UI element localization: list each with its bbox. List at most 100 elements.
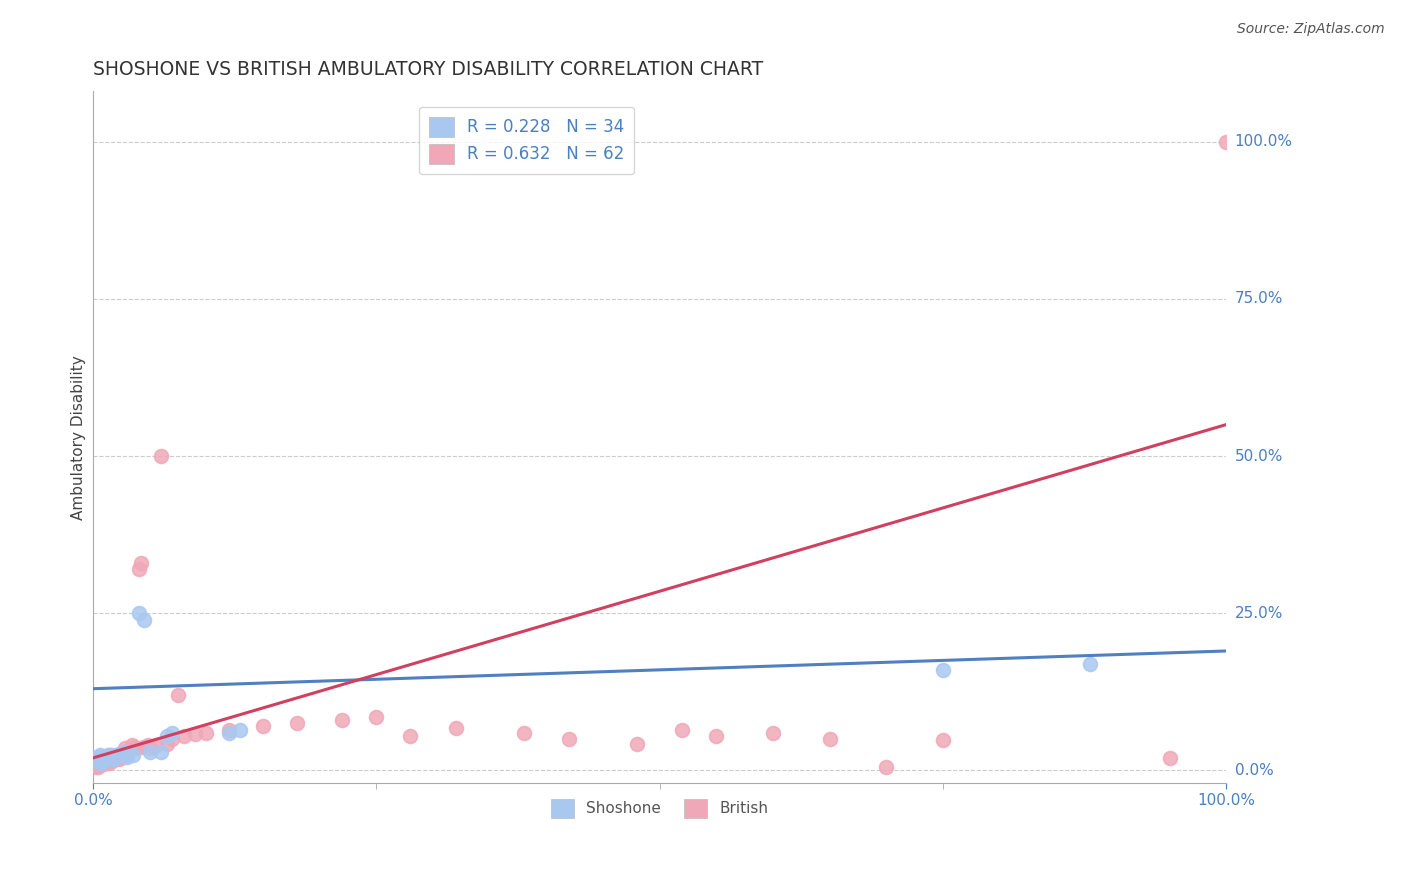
Point <box>86 754 108 768</box>
Point <box>104 749 127 764</box>
Text: 50.0%: 50.0% <box>1234 449 1282 464</box>
Point <box>167 688 190 702</box>
Point <box>162 731 184 746</box>
Point <box>1215 135 1237 149</box>
Point <box>114 741 136 756</box>
Point <box>150 745 173 759</box>
Point <box>93 757 115 772</box>
Point <box>110 746 132 760</box>
Point <box>87 757 110 772</box>
Point <box>671 723 693 737</box>
Point <box>558 731 581 746</box>
Point <box>129 556 152 570</box>
Point <box>98 747 121 762</box>
Point <box>111 749 134 764</box>
Text: 100.0%: 100.0% <box>1234 134 1292 149</box>
Point <box>94 756 117 770</box>
Point <box>366 710 388 724</box>
Point <box>110 746 132 760</box>
Point <box>97 747 120 762</box>
Point <box>115 749 138 764</box>
Point <box>98 756 121 770</box>
Point <box>98 751 121 765</box>
Point <box>932 663 955 677</box>
Point <box>103 749 125 764</box>
Point <box>399 729 422 743</box>
Point <box>128 606 150 620</box>
Point <box>86 760 108 774</box>
Point <box>93 752 115 766</box>
Point <box>128 562 150 576</box>
Point <box>513 725 536 739</box>
Point <box>91 754 114 768</box>
Point <box>89 747 111 762</box>
Point <box>104 747 127 762</box>
Point <box>115 745 138 759</box>
Point <box>136 739 159 753</box>
Point <box>218 725 240 739</box>
Y-axis label: Ambulatory Disability: Ambulatory Disability <box>72 355 86 519</box>
Point <box>875 760 897 774</box>
Text: 75.0%: 75.0% <box>1234 292 1282 306</box>
Point <box>107 747 129 762</box>
Point <box>104 747 127 762</box>
Point <box>145 739 167 753</box>
Point <box>125 741 148 756</box>
Point <box>98 749 121 764</box>
Point <box>94 749 117 764</box>
Point <box>285 716 308 731</box>
Text: 25.0%: 25.0% <box>1234 606 1282 621</box>
Point <box>110 747 132 762</box>
Point <box>132 739 155 754</box>
Point <box>122 739 145 754</box>
Text: 0.0%: 0.0% <box>1234 763 1274 778</box>
Point <box>101 754 124 768</box>
Point <box>96 751 118 765</box>
Point <box>89 758 111 772</box>
Legend: Shoshone, British: Shoshone, British <box>546 793 775 824</box>
Point <box>444 721 467 735</box>
Point <box>932 733 955 747</box>
Text: SHOSHONE VS BRITISH AMBULATORY DISABILITY CORRELATION CHART: SHOSHONE VS BRITISH AMBULATORY DISABILIT… <box>93 60 763 78</box>
Text: Source: ZipAtlas.com: Source: ZipAtlas.com <box>1237 22 1385 37</box>
Point <box>90 756 112 770</box>
Point <box>93 752 115 766</box>
Point <box>150 449 173 463</box>
Point <box>229 723 252 737</box>
Point <box>86 752 108 766</box>
Point <box>87 749 110 764</box>
Point <box>218 723 240 737</box>
Point <box>134 613 156 627</box>
Point <box>162 725 184 739</box>
Point <box>195 725 218 739</box>
Point <box>762 725 785 739</box>
Point <box>108 752 131 766</box>
Point <box>107 749 129 764</box>
Point <box>121 739 143 753</box>
Point <box>626 737 648 751</box>
Point <box>114 745 136 759</box>
Point <box>139 741 162 756</box>
Point <box>818 731 841 746</box>
Point <box>101 751 124 765</box>
Point <box>91 754 114 768</box>
Point <box>1159 751 1181 765</box>
Point <box>90 756 112 770</box>
Point <box>1078 657 1101 671</box>
Point <box>332 713 354 727</box>
Point <box>104 752 127 766</box>
Point <box>105 751 128 765</box>
Point <box>118 743 141 757</box>
Point <box>156 729 179 743</box>
Point <box>100 747 122 762</box>
Point <box>103 752 125 766</box>
Point <box>84 751 107 765</box>
Point <box>252 719 274 733</box>
Point <box>139 745 162 759</box>
Point <box>96 752 118 766</box>
Point <box>100 752 122 766</box>
Point <box>84 760 107 774</box>
Point <box>184 727 207 741</box>
Point <box>706 729 728 743</box>
Point <box>93 751 115 765</box>
